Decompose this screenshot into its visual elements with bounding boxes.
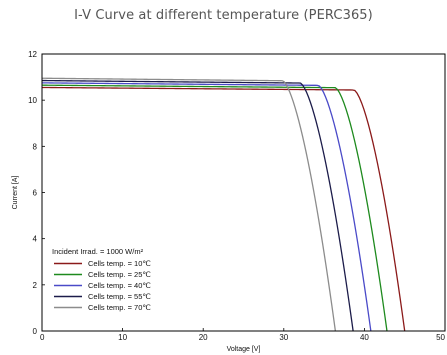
- legend: Incident Irrad. = 1000 W/m² Cells temp. …: [52, 247, 151, 312]
- x-axis-label: Voltage [V]: [227, 346, 261, 353]
- legend-header: Incident Irrad. = 1000 W/m²: [52, 247, 144, 256]
- x-tick-label: 40: [360, 333, 369, 342]
- y-tick-label: 0: [33, 327, 38, 336]
- series-line-1: [41, 84, 388, 332]
- legend-entry: Cells temp. = 70℃: [88, 303, 151, 312]
- y-tick-label: 10: [28, 96, 37, 105]
- x-tick-label: 50: [436, 333, 445, 342]
- series-line-4: [41, 77, 337, 332]
- legend-entry: Cells temp. = 40℃: [88, 281, 151, 290]
- legend-entry: Cells temp. = 55℃: [88, 292, 151, 301]
- axis-ticks: 0 10 20 30 40 50 0 2 4 6 8 10 12: [28, 50, 445, 342]
- series-lines: [41, 77, 406, 332]
- x-tick-label: 20: [199, 333, 208, 342]
- y-tick-label: 4: [33, 235, 38, 244]
- y-tick-label: 6: [33, 189, 38, 198]
- x-tick-label: 10: [118, 333, 127, 342]
- series-line-2: [41, 82, 372, 332]
- y-tick-label: 8: [33, 142, 38, 151]
- y-axis-label: Current [A]: [12, 176, 19, 210]
- legend-entry: Cells temp. = 25℃: [88, 270, 151, 279]
- series-line-0: [41, 86, 406, 332]
- legend-entry: Cells temp. = 10℃: [88, 259, 151, 268]
- x-tick-label: 0: [40, 333, 45, 342]
- y-tick-label: 12: [28, 50, 37, 59]
- chart-title: I-V Curve at different temperature (PERC…: [74, 8, 373, 23]
- x-tick-label: 30: [279, 333, 288, 342]
- y-tick-label: 2: [33, 281, 38, 290]
- series-line-3: [41, 79, 354, 332]
